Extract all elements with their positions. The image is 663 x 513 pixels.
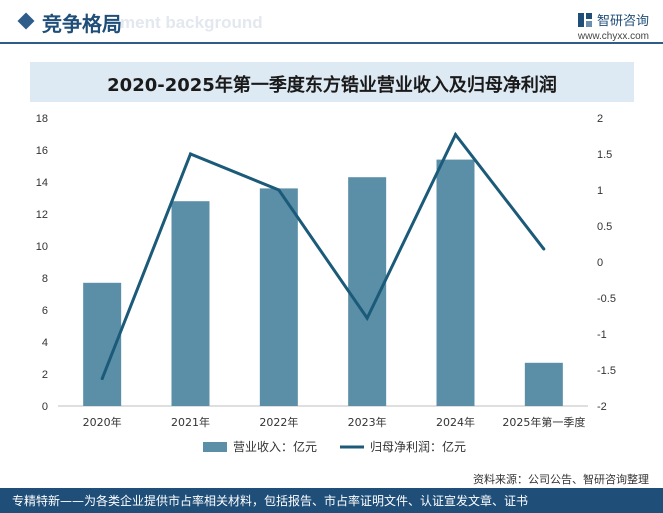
chart-title: 2020-2025年第一季度东方锆业营业收入及归母净利润 [107, 75, 557, 96]
left-axis-tick-label: 12 [36, 209, 48, 221]
legend-line-label: 归母净利润：亿元 [370, 439, 466, 454]
bar-revenue [259, 188, 298, 406]
header-ghost-text: ment background [120, 13, 263, 32]
left-axis-tick-label: 10 [36, 241, 48, 253]
x-axis-category-label: 2021年 [171, 415, 210, 429]
source-note: 资料来源：公司公告、智研咨询整理 [473, 474, 649, 486]
bar-revenue [436, 159, 475, 406]
x-axis-category-label: 2020年 [83, 415, 122, 429]
left-axis-tick-label: 8 [42, 273, 48, 285]
x-axis-category-label: 2024年 [436, 415, 475, 429]
line-point [277, 188, 281, 192]
brand-name: 智研咨询 [596, 14, 649, 29]
right-axis-tick-label: 2 [597, 113, 603, 125]
x-axis-category-label: 2022年 [259, 415, 298, 429]
right-axis-tick-label: -1.5 [597, 365, 616, 377]
legend-bar-label: 营业收入：亿元 [233, 439, 317, 454]
line-point [454, 133, 457, 137]
right-axis-tick-label: 1 [597, 185, 603, 197]
bar-revenue [171, 201, 210, 406]
right-axis-tick-label: -1 [597, 329, 607, 341]
footer-bar: 专精特新——为各类企业提供市占率相关材料，包括报告、市占率证明文件、认证宣发文章… [0, 488, 663, 513]
left-axis-tick-label: 16 [36, 145, 48, 157]
legend-bar-swatch [203, 442, 227, 452]
right-axis-tick-label: 0 [597, 257, 603, 269]
right-axis-tick-label: -2 [597, 401, 607, 413]
left-axis-tick-label: 6 [42, 305, 48, 317]
right-axis-tick-label: 1.5 [597, 149, 612, 161]
left-axis-tick-label: 2 [42, 369, 48, 381]
x-axis-category-label: 2025年第一季度 [502, 415, 585, 429]
bar-revenue [524, 362, 563, 406]
left-axis-tick-label: 0 [42, 401, 48, 413]
section-title: 竞争格局 [42, 12, 122, 36]
footer-text: 专精特新——为各类企业提供市占率相关材料，包括报告、市占率证明文件、认证宣发文章… [12, 494, 529, 508]
x-axis-category-label: 2023年 [348, 415, 387, 429]
line-point [365, 316, 369, 320]
brand-url: www.chyxx.com [577, 31, 649, 42]
right-axis-tick-label: 0.5 [597, 221, 612, 233]
right-axis-tick-label: -0.5 [597, 293, 616, 305]
line-net-profit [100, 131, 546, 380]
line-point [100, 377, 104, 381]
header: ment background 竞争格局 智研咨询 www.chyxx.com [0, 0, 663, 46]
left-axis-tick-label: 18 [36, 113, 48, 125]
chart-title-band: 2020-2025年第一季度东方锆业营业收入及归母净利润 [30, 62, 634, 102]
header-divider [0, 42, 663, 44]
line-point [542, 247, 546, 251]
line-point [189, 152, 192, 156]
left-axis-tick-label: 4 [42, 337, 48, 349]
brand-logo-icon [577, 12, 592, 27]
left-axis-tick-label: 14 [36, 177, 48, 189]
brand: 智研咨询 www.chyxx.com [577, 10, 649, 42]
